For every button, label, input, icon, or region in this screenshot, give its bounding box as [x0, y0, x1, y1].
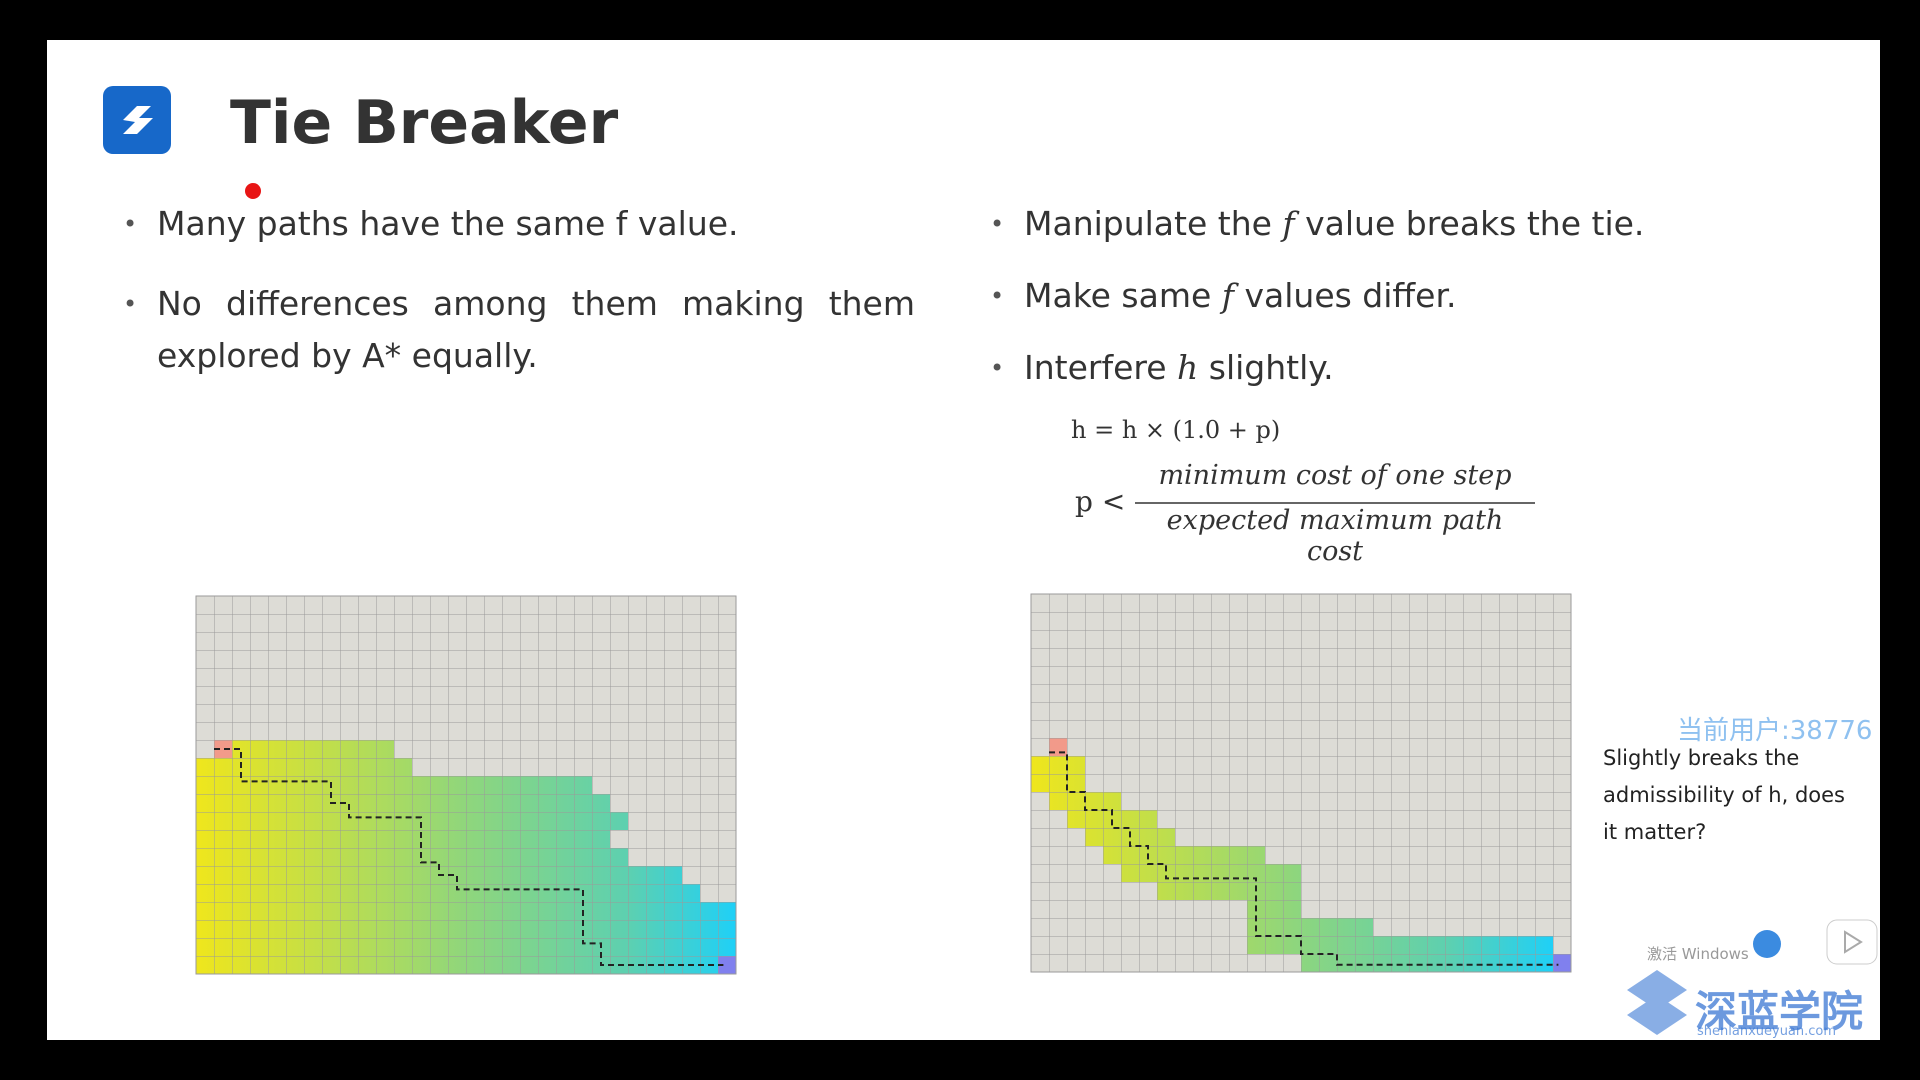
logo-mark — [123, 106, 153, 134]
grid-left — [195, 595, 737, 975]
grid-right — [1030, 593, 1572, 973]
pointer — [245, 183, 261, 199]
bullet: Make same f values differ. — [990, 270, 1457, 322]
formula-lhs: p < — [1075, 485, 1126, 518]
grid-lines — [1030, 593, 1572, 973]
denominator: expected maximum path cost — [1166, 505, 1504, 567]
play-button[interactable] — [1826, 919, 1878, 965]
text: Interfere — [1024, 348, 1178, 387]
brand: 深蓝学院 — [1695, 987, 1864, 1036]
site: shenlanxueyuan.com — [1697, 1024, 1837, 1039]
grid-lines — [195, 595, 737, 975]
text: values differ. — [1234, 276, 1457, 315]
bullet: Interfere h slightly. — [990, 342, 1334, 394]
numerator: minimum cost of one step — [1158, 460, 1512, 491]
play-icon — [1844, 930, 1863, 954]
slide: Tie Breaker Many paths have the same f v… — [47, 40, 1880, 1040]
math-symbol: f — [1282, 204, 1295, 243]
note: Slightly breaks the admissibility of h, … — [1603, 746, 1845, 844]
bullet: Manipulate the f value breaks the tie. — [990, 198, 1645, 250]
text: Manipulate the — [1024, 204, 1283, 243]
watermark-user: 当前用户:38776 — [1677, 716, 1873, 746]
title: Tie Breaker — [230, 88, 619, 158]
activation: 激活 Windows — [1647, 945, 1749, 963]
bullet: Many paths have the same f value. — [123, 198, 739, 250]
graphics — [103, 86, 1878, 1035]
bullet: No differences among them making them ex… — [123, 278, 915, 382]
equation: h = h × (1.0 + p) — [1071, 416, 1281, 444]
badge — [1753, 930, 1781, 958]
path — [214, 748, 724, 966]
math-symbol: f — [1221, 276, 1234, 315]
text: value breaks the tie. — [1294, 204, 1645, 243]
brand-logo — [1627, 970, 1687, 1035]
text: slightly. — [1198, 348, 1334, 387]
path — [1049, 751, 1559, 966]
math-symbol: h — [1177, 348, 1199, 387]
text: Make same — [1024, 276, 1222, 315]
